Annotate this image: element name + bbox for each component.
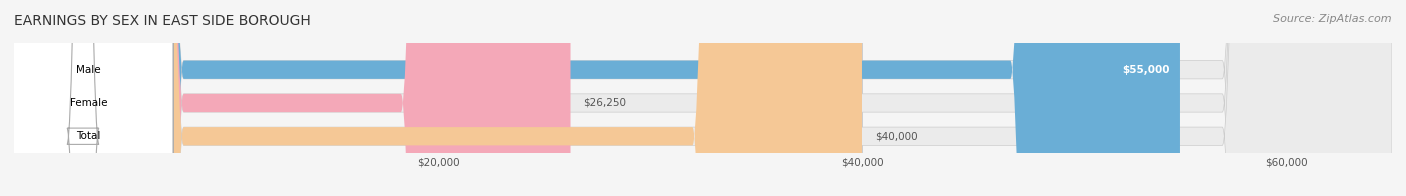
- Text: EARNINGS BY SEX IN EAST SIDE BOROUGH: EARNINGS BY SEX IN EAST SIDE BOROUGH: [14, 14, 311, 28]
- Text: $40,000: $40,000: [875, 131, 917, 141]
- Text: $26,250: $26,250: [583, 98, 626, 108]
- FancyBboxPatch shape: [0, 0, 173, 196]
- FancyBboxPatch shape: [14, 0, 1392, 196]
- Text: Source: ZipAtlas.com: Source: ZipAtlas.com: [1274, 14, 1392, 24]
- FancyBboxPatch shape: [14, 0, 1392, 196]
- FancyBboxPatch shape: [14, 0, 571, 196]
- Text: Total: Total: [76, 131, 100, 141]
- FancyBboxPatch shape: [0, 0, 173, 196]
- FancyBboxPatch shape: [14, 0, 1392, 196]
- FancyBboxPatch shape: [0, 0, 173, 196]
- Text: Male: Male: [76, 65, 101, 75]
- FancyBboxPatch shape: [14, 0, 862, 196]
- Text: Female: Female: [69, 98, 107, 108]
- FancyBboxPatch shape: [14, 0, 1180, 196]
- Text: $55,000: $55,000: [1122, 65, 1170, 75]
